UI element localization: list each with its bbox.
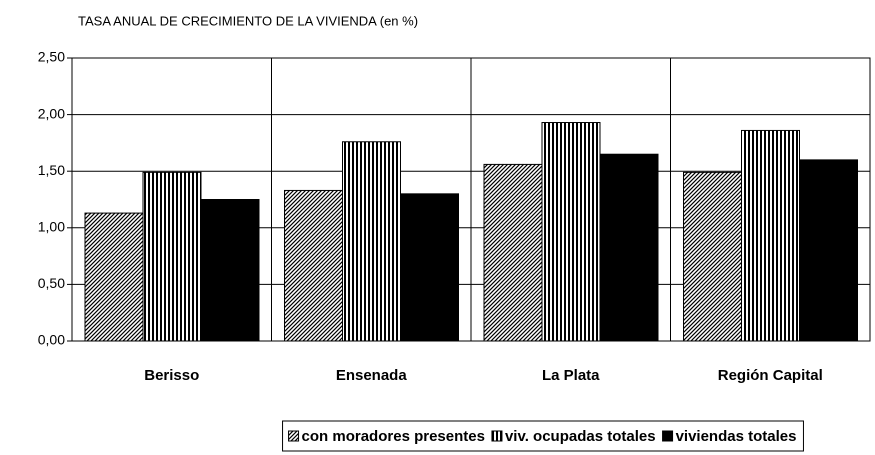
bar (741, 129, 800, 342)
y-tick-label: 2,00 (38, 105, 65, 121)
y-tick-label: 2,50 (38, 49, 65, 65)
y-tick-label: 1,50 (38, 162, 65, 178)
bar (142, 171, 202, 342)
bar (200, 199, 260, 342)
legend-label: viv. ocupadas totales (505, 428, 656, 445)
bar (342, 141, 401, 342)
chart-title: TASA ANUAL DE CRECIMIENTO DE LA VIVIENDA… (78, 13, 418, 28)
bar (799, 159, 858, 342)
x-tick-label: La Plata (542, 367, 600, 384)
x-tick-label: Berisso (144, 367, 199, 384)
legend-box (282, 420, 804, 452)
legend-swatch (491, 430, 503, 442)
bar (683, 171, 742, 342)
bar (599, 153, 659, 342)
x-tick-label: Ensenada (336, 367, 408, 384)
bar (483, 163, 543, 342)
legend-swatch (662, 430, 674, 442)
y-tick-label: 0,50 (38, 275, 65, 291)
y-tick-label: 1,00 (38, 219, 65, 235)
plot-frame (71, 57, 871, 342)
x-tick-label: Región Capital (718, 367, 823, 384)
bar (284, 189, 343, 342)
legend-swatch (288, 430, 300, 442)
bar (84, 212, 144, 342)
bar (541, 122, 601, 342)
y-tick-label: 0,00 (38, 332, 65, 348)
legend-label: con moradores presentes (302, 428, 485, 445)
legend-label: viviendas totales (676, 428, 797, 445)
bar (400, 193, 459, 342)
